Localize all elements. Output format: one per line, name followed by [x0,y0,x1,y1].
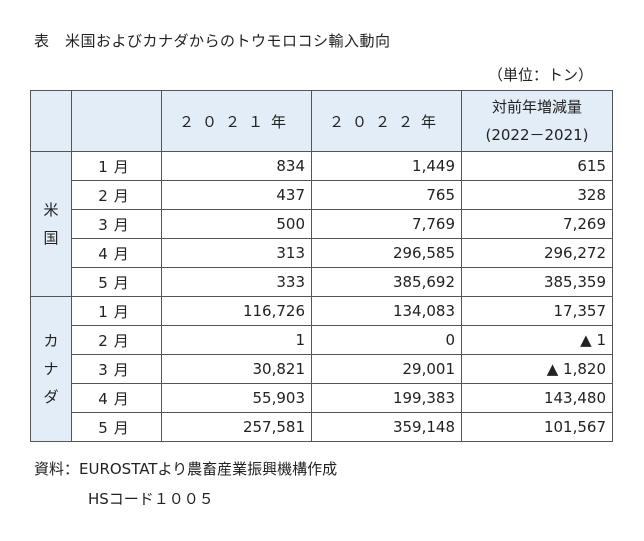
month-cell: 1月 [71,296,162,326]
header-2021: ２０２１年 [161,90,312,152]
value-2021-cell: 437 [161,180,312,210]
change-cell: 385,359 [461,267,613,297]
header-change: 対前年増減量 (2022－2021) [461,90,613,152]
header-change-formula: (2022－2021) [485,126,589,144]
group-label: カナダ [30,296,72,442]
value-2022-cell: 296,585 [311,238,462,268]
header-change-label: 対前年増減量 [491,98,582,116]
import-table: ２０２１年 ２０２２年 対前年増減量 (2022－2021) 米国 1月 834 1,… [30,90,613,442]
change-cell: 328 [461,180,613,210]
header-2022: ２０２２年 [311,90,462,152]
value-2021-cell: 333 [161,267,312,297]
value-2021-cell: 834 [161,151,312,181]
table-row: 2月 437 765 328 [31,180,613,210]
value-2022-cell: 7,769 [311,209,462,239]
table-row: 5月 333 385,692 385,359 [31,267,613,297]
header-month [71,90,162,152]
change-cell: 7,269 [461,209,613,239]
month-cell: 1月 [71,151,162,181]
value-2021-cell: 55,903 [161,383,312,413]
change-cell: ▲ 1 [461,325,613,355]
header-corner [30,90,72,152]
table-row: 3月 500 7,769 7,269 [31,209,613,239]
value-2022-cell: 199,383 [311,383,462,413]
hs-code-note: HSコード１００５ [88,490,214,508]
value-2022-cell: 359,148 [311,412,462,442]
month-cell: 4月 [71,383,162,413]
table-row: 4月 313 296,585 296,272 [31,238,613,268]
value-2022-cell: 0 [311,325,462,355]
value-2022-cell: 765 [311,180,462,210]
value-2021-cell: 1 [161,325,312,355]
value-2022-cell: 1,449 [311,151,462,181]
month-cell: 4月 [71,238,162,268]
value-2022-cell: 29,001 [311,354,462,384]
group-label: 米国 [30,151,72,297]
value-2021-cell: 313 [161,238,312,268]
month-cell: 3月 [71,354,162,384]
value-2022-cell: 385,692 [311,267,462,297]
month-cell: 3月 [71,209,162,239]
change-cell: 17,357 [461,296,613,326]
header-row: ２０２１年 ２０２２年 対前年増減量 (2022－2021) [30,90,613,152]
table-title: 表 米国およびカナダからのトウモロコシ輸入動向 [34,32,391,50]
table-row: 3月 30,821 29,001 ▲ 1,820 [31,354,613,384]
change-cell: 101,567 [461,412,613,442]
table-row: カナダ 1月 116,726 134,083 17,357 [30,296,613,442]
table-row: 4月 55,903 199,383 143,480 [31,383,613,413]
table-row: 米国 1月 834 1,449 615 [30,151,613,297]
value-2022-cell: 134,083 [311,296,462,326]
change-cell: 143,480 [461,383,613,413]
change-cell: 615 [461,151,613,181]
change-cell: ▲ 1,820 [461,354,613,384]
source-note: 資料：EUROSTATより農畜産業振興機構作成 [34,460,338,478]
month-cell: 2月 [71,180,162,210]
value-2021-cell: 257,581 [161,412,312,442]
table-row: 5月 257,581 359,148 101,567 [31,412,613,442]
month-cell: 5月 [71,267,162,297]
value-2021-cell: 30,821 [161,354,312,384]
table-row: 2月 1 0 ▲ 1 [31,325,613,355]
change-cell: 296,272 [461,238,613,268]
value-2021-cell: 500 [161,209,312,239]
month-cell: 5月 [71,412,162,442]
month-cell: 2月 [71,325,162,355]
unit-label: （単位：トン） [488,66,594,84]
value-2021-cell: 116,726 [161,296,312,326]
